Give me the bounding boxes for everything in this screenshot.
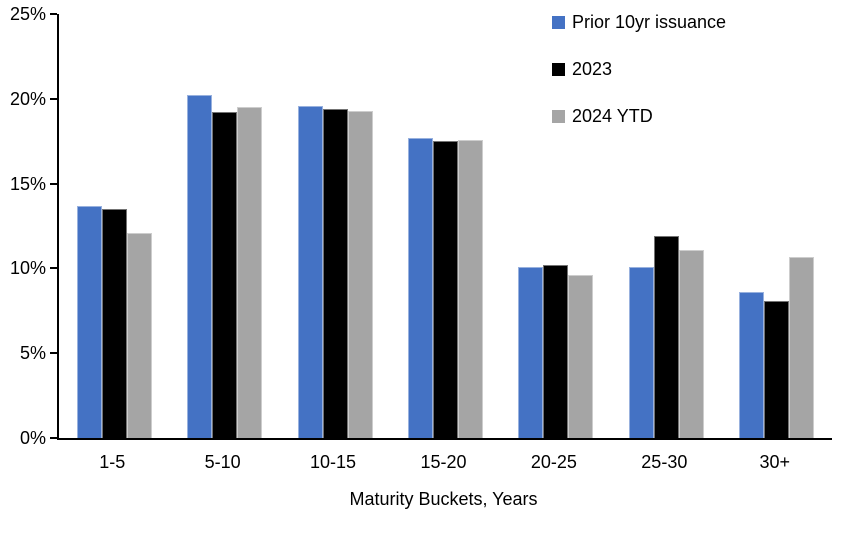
bar (457, 139, 483, 438)
bar (789, 256, 815, 438)
x-tick-label: 5-10 (204, 452, 241, 472)
bar (432, 141, 458, 438)
y-tick-label: 25% (9, 4, 46, 24)
y-axis-tick (50, 182, 57, 185)
x-tick-label: 15-20 (420, 452, 467, 472)
legend-item: 2023 (552, 59, 726, 79)
y-axis-tick (50, 13, 57, 15)
y-tick-label: 15% (9, 173, 46, 194)
x-axis-title: Maturity Buckets, Years (349, 489, 538, 509)
legend-item: Prior 10yr issuance (552, 12, 726, 32)
x-tick-label: 10-15 (310, 452, 357, 472)
bar (212, 112, 238, 438)
x-tick-label: 30+ (759, 452, 791, 472)
bar (347, 110, 373, 438)
bar-group-5-10 (169, 14, 279, 438)
bar (653, 236, 679, 438)
legend-swatch-icon (552, 62, 565, 76)
x-tick-label: 25-30 (641, 452, 688, 472)
bar (126, 232, 152, 438)
bar (628, 266, 654, 438)
bar-group-30- (722, 14, 832, 438)
bar (568, 275, 594, 438)
y-tick-label: 0% (19, 428, 46, 448)
legend-item-label: Prior 10yr issuance (572, 12, 727, 32)
x-tick-label: 20-25 (530, 452, 577, 472)
legend: Prior 10yr issuance 2023 2024 YTD (552, 12, 726, 153)
bar (407, 137, 433, 438)
bar (76, 205, 102, 438)
x-axis-labels: 1-5 5-10 10-15 15-20 20-25 25-30 30+ (57, 452, 830, 472)
plot-area (57, 14, 832, 440)
y-tick-label: 5% (19, 343, 46, 364)
bar-group-25-30 (611, 14, 721, 438)
y-tick-label: 20% (9, 88, 46, 109)
legend-item: 2024 YTD (552, 106, 726, 126)
bar (322, 108, 348, 438)
bar (739, 292, 765, 438)
x-tick-label: 1-5 (99, 452, 126, 472)
y-axis-tick (50, 267, 57, 270)
legend-swatch-icon (552, 15, 565, 29)
bar-group-1-5 (59, 14, 169, 438)
bar (237, 107, 263, 438)
y-axis-tick (50, 352, 57, 355)
bar (764, 300, 790, 438)
bar-group-20-25 (501, 14, 611, 438)
y-axis-tick (50, 437, 57, 439)
bar (543, 265, 569, 438)
bar (518, 266, 544, 438)
bar-group-10-15 (280, 14, 390, 438)
legend-item-label: 2024 YTD (572, 106, 653, 126)
bar (187, 95, 213, 438)
y-tick-label: 10% (9, 258, 46, 279)
y-axis-tick (50, 97, 57, 100)
bar (101, 209, 127, 438)
legend-item-label: 2023 (572, 59, 613, 79)
bar (678, 249, 704, 438)
bar (297, 105, 323, 438)
bar-group-15-20 (390, 14, 500, 438)
legend-swatch-icon (552, 109, 565, 123)
